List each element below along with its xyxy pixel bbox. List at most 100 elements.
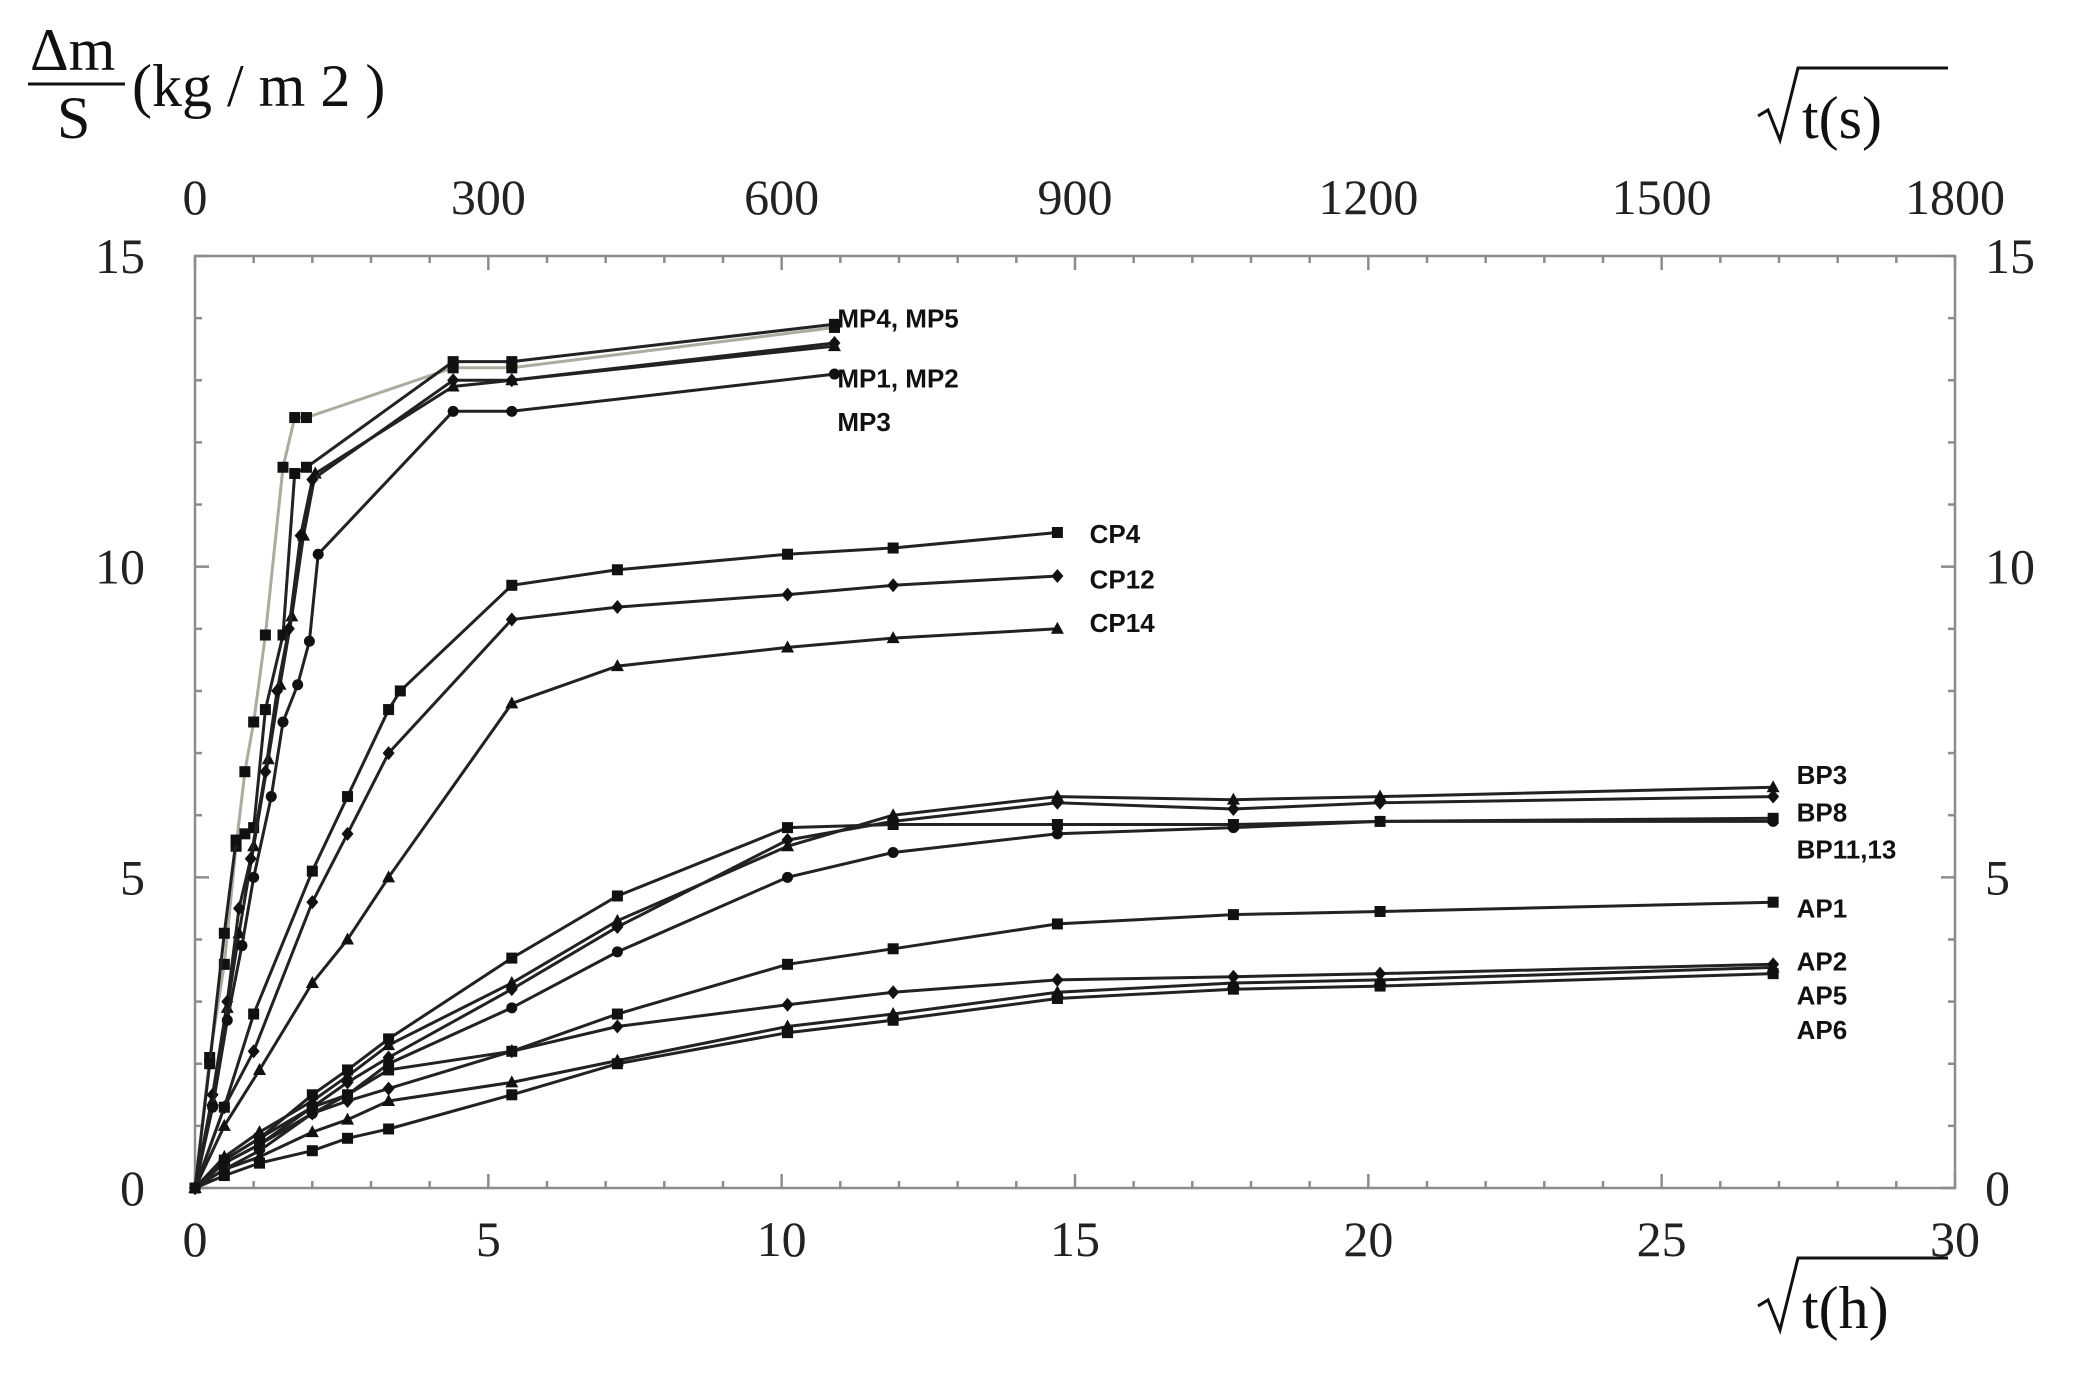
square-marker (611, 564, 623, 576)
square-marker (254, 1157, 266, 1169)
triangle-marker (781, 640, 795, 653)
top-x-tick-label: 1800 (1905, 169, 2005, 225)
square-marker (383, 1033, 395, 1045)
square-marker (306, 1089, 318, 1101)
series-line (193, 326, 835, 1189)
square-marker (189, 1182, 201, 1194)
series-line (193, 372, 835, 1189)
square-marker (782, 958, 794, 970)
diamond-marker (828, 335, 841, 350)
circle-marker (1767, 815, 1779, 827)
circle-marker (447, 405, 459, 417)
x-tick-label: 20 (1343, 1211, 1393, 1267)
bottom-axis-title-text: t(h) (1802, 1275, 1889, 1341)
series-line (193, 795, 1774, 1190)
y-right-tick-label: 5 (1985, 849, 2010, 905)
square-marker (1051, 819, 1063, 831)
diamond-marker (294, 528, 307, 543)
diamond-marker (1227, 801, 1240, 816)
y-right-tick-label: 10 (1985, 539, 2035, 595)
square-marker (447, 356, 459, 368)
top-axis-title: t(s) (1757, 66, 1948, 151)
triangle-marker (610, 913, 624, 926)
triangle-marker (341, 932, 355, 945)
square-marker (506, 579, 518, 591)
square-marker (239, 828, 251, 840)
square-marker (204, 1058, 216, 1070)
diamond-marker (1051, 972, 1064, 987)
series (188, 621, 1064, 1193)
y-tick-label: 15 (95, 228, 145, 284)
circle-marker (782, 871, 794, 883)
diamond-marker (781, 587, 794, 602)
series-label: BP3 (1797, 760, 1848, 790)
square-marker (218, 927, 230, 939)
circle-marker (506, 1002, 518, 1014)
circle-marker (292, 679, 304, 691)
triangle-marker (1373, 789, 1387, 802)
diamond-marker (611, 1019, 624, 1034)
square-marker (611, 1008, 623, 1020)
circle-marker (221, 1014, 233, 1026)
series-line (193, 322, 835, 1189)
triangle-marker (1766, 780, 1780, 793)
triangle-marker (505, 975, 519, 988)
series-label: MP4, MP5 (837, 303, 958, 333)
diamond-marker (382, 746, 395, 761)
square-marker (306, 865, 318, 877)
series-label: CP14 (1090, 608, 1156, 638)
series-label: AP1 (1797, 894, 1848, 924)
square-marker (1767, 896, 1779, 908)
triangle-marker (305, 975, 319, 988)
bottom-axis-title: t(h) (1757, 1256, 1948, 1341)
diamond-marker (271, 683, 284, 698)
circle-marker (303, 635, 315, 647)
x-tick-label: 25 (1637, 1211, 1687, 1267)
square-marker (230, 834, 242, 846)
triangle-marker (1050, 621, 1064, 634)
square-marker (300, 412, 312, 424)
series (189, 526, 1063, 1194)
diamond-marker (341, 1075, 354, 1090)
square-marker (289, 467, 301, 479)
circle-marker (1051, 828, 1063, 840)
circle-marker (611, 946, 623, 958)
square-marker (782, 548, 794, 560)
square-marker (277, 629, 289, 641)
square-marker (782, 822, 794, 834)
series-line (194, 819, 1774, 1190)
series-line (193, 531, 1058, 1189)
circle-marker (1374, 815, 1386, 827)
triangle-marker (610, 659, 624, 672)
triangle-marker (382, 1094, 396, 1107)
square-marker (887, 819, 899, 831)
square-marker (300, 461, 312, 473)
y-axis-title-numerator: Δm (30, 17, 115, 83)
y-right-tick-label: 0 (1985, 1160, 2010, 1216)
triangle-marker (505, 696, 519, 709)
square-marker (289, 412, 301, 424)
top-x-tick-label: 600 (744, 169, 819, 225)
y-right-tick-label: 15 (1985, 228, 2035, 284)
x-tick-label: 10 (757, 1211, 807, 1267)
series-label: AP5 (1797, 981, 1848, 1011)
series (189, 318, 840, 1194)
x-tick-label: 15 (1050, 1211, 1100, 1267)
square-marker (1374, 906, 1386, 918)
diamond-marker (341, 1094, 354, 1109)
circle-marker (828, 368, 840, 380)
square-marker (1051, 992, 1063, 1004)
series-label: CP4 (1090, 519, 1141, 549)
triangle-marker (341, 1112, 355, 1125)
series-line (193, 816, 1774, 1190)
diamond-marker (382, 1081, 395, 1096)
y-tick-label: 10 (95, 539, 145, 595)
triangle-marker (886, 631, 900, 644)
triangle-marker (505, 1075, 519, 1088)
diamond-marker (505, 1044, 518, 1059)
square-marker (248, 822, 260, 834)
series-label: CP12 (1090, 564, 1155, 594)
square-marker (383, 1064, 395, 1076)
series-line (193, 574, 1058, 1189)
series-labels: MP4, MP5 MP1, MP2 MP3 CP4 CP12 CP14 BP3 BP8 BP11… (837, 303, 1896, 1044)
